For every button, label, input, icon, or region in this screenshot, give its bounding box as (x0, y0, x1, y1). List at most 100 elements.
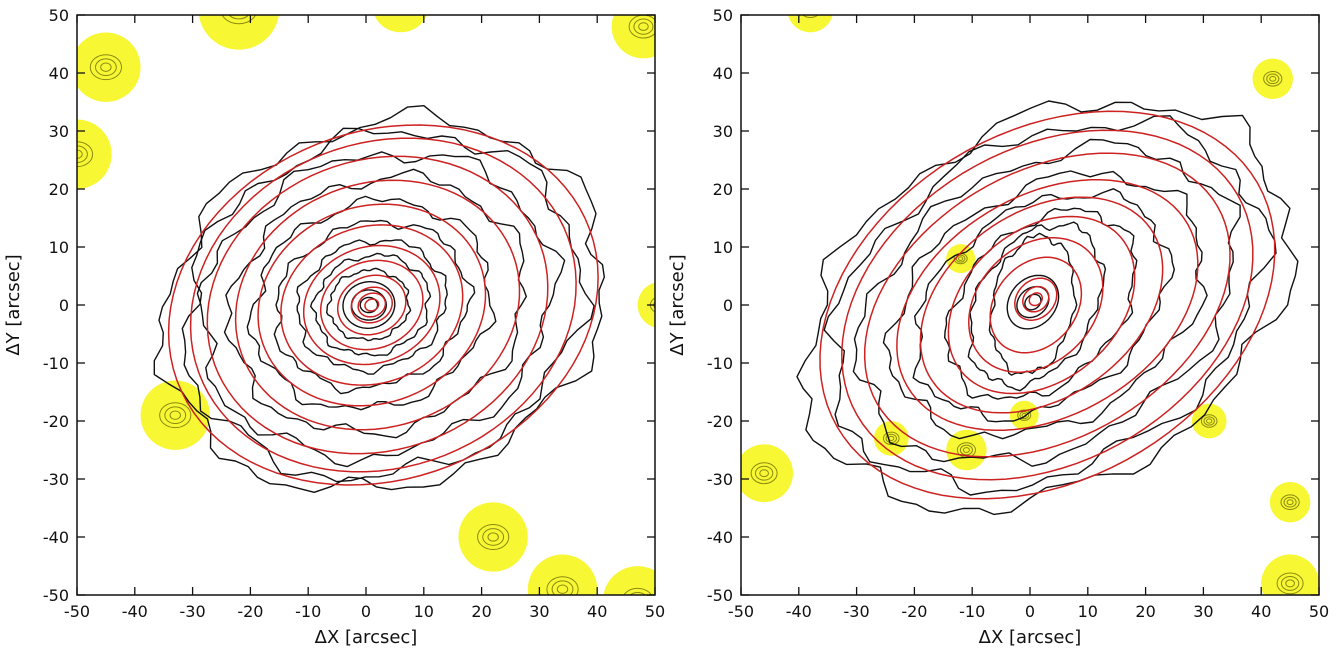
x-tick-label: 20 (1135, 602, 1155, 621)
source-contour (1206, 418, 1213, 424)
x-tick-label: -40 (122, 602, 148, 621)
x-tick-label: -40 (786, 602, 812, 621)
mask-circle (374, 15, 428, 33)
source-contour (482, 528, 505, 546)
source-contour (77, 149, 83, 159)
source-contour (487, 532, 499, 542)
fitted-ellipse (989, 256, 1083, 354)
data-contour (246, 195, 497, 411)
data-contour (796, 100, 1299, 516)
source-contour (228, 15, 250, 20)
y-tick-label: -30 (707, 470, 733, 489)
source-contour (396, 0, 405, 7)
source-contour (1280, 575, 1300, 591)
source-contour (1280, 494, 1300, 510)
data-contour (181, 127, 595, 483)
data-contour (823, 115, 1277, 496)
y-tick-label: 20 (713, 180, 733, 199)
x-tick-label: 0 (361, 602, 371, 621)
source-contour (653, 301, 655, 309)
source-contour (1269, 75, 1277, 82)
fitted-ellipse (357, 292, 387, 318)
fitted-ellipse (319, 259, 424, 351)
x-tick-label: 20 (471, 602, 491, 621)
y-tick-label: -50 (707, 586, 733, 605)
fitted-ellipse (968, 237, 1104, 373)
fitted-ellipse (863, 152, 1231, 458)
y-tick-label: 20 (49, 180, 69, 199)
y-tick-label: -10 (43, 354, 69, 373)
panel-right: -50 -40 -30 -20 -10 0 10 20 30 40 50 -50 -40 -30 -20 -1… (667, 6, 1329, 648)
fitted-ellipse (1028, 292, 1044, 307)
data-contour (967, 221, 1107, 392)
source-contour (233, 4, 245, 14)
data-contour (852, 138, 1241, 467)
data-contour (1024, 293, 1042, 311)
source-contour (169, 410, 181, 420)
source-contour (1286, 499, 1294, 506)
y-axis-label: ΔY [arcsec] (667, 254, 688, 355)
mask-circle (1191, 403, 1227, 439)
source-contour (882, 431, 900, 446)
y-tick-label: 0 (723, 296, 733, 315)
source-contour (221, 15, 257, 25)
y-axis-label: ΔY [arcsec] (3, 254, 24, 355)
x-tick-label: -20 (237, 602, 263, 621)
data-contour (223, 168, 527, 439)
y-tick-label: 30 (49, 122, 69, 141)
x-tick-label: -10 (959, 602, 985, 621)
fitted-ellipse (947, 215, 1136, 395)
mask-circle (741, 444, 794, 503)
mask-circle (1269, 481, 1311, 523)
x-tick-label: 10 (414, 602, 434, 621)
fitted-ellipse (336, 274, 407, 336)
fitted-ellipse (234, 179, 521, 431)
x-tick-label: -50 (728, 602, 754, 621)
source-contour (638, 22, 649, 31)
mask-circle (873, 421, 909, 456)
fitted-ellipse (302, 244, 441, 366)
source-contour (802, 15, 819, 19)
y-tick-label: 40 (713, 64, 733, 83)
y-tick-label: 0 (59, 296, 69, 315)
source-contour (388, 0, 414, 14)
data-contour (988, 232, 1078, 376)
y-tick-label: 10 (713, 238, 733, 257)
source-contour (962, 447, 970, 453)
fitted-ellipse (189, 137, 577, 473)
mask-circle (77, 32, 141, 102)
mask-circle (946, 429, 987, 471)
source-contour (1285, 579, 1295, 588)
fitted-ellipse (350, 286, 393, 324)
x-tick-label: 40 (1251, 602, 1271, 621)
mask-circle (637, 282, 655, 328)
fitted-ellipse (819, 110, 1276, 500)
plot-area (77, 0, 655, 595)
data-contour (326, 267, 412, 342)
source-contour (159, 402, 192, 429)
fitted-ellipse (167, 124, 599, 486)
data-contour (196, 151, 566, 468)
x-tick-label: 30 (529, 602, 549, 621)
fitted-ellipse (1014, 277, 1058, 321)
x-tick-label: -10 (295, 602, 321, 621)
source-contour (1200, 414, 1218, 428)
source-contour (392, 0, 409, 10)
y-tick-label: 50 (713, 6, 733, 25)
source-contour (807, 6, 814, 12)
panel-left: -50 -40 -30 -20 -10 0 10 20 30 40 50 -50 -40 -30 -20 -1… (3, 0, 665, 648)
source-contour (633, 18, 654, 35)
mask-circle (198, 15, 279, 50)
x-tick-label: 40 (587, 602, 607, 621)
fitted-ellipse (280, 224, 464, 386)
y-tick-label: -40 (707, 528, 733, 547)
data-contour (153, 105, 605, 493)
data-contour (912, 188, 1175, 423)
source-contour (1276, 572, 1304, 595)
x-tick-label: -30 (844, 602, 870, 621)
data-contour (944, 207, 1138, 400)
source-contour (1283, 496, 1297, 508)
y-tick-label: -50 (43, 586, 69, 605)
source-contour (1017, 409, 1032, 421)
source-contour (164, 406, 187, 425)
